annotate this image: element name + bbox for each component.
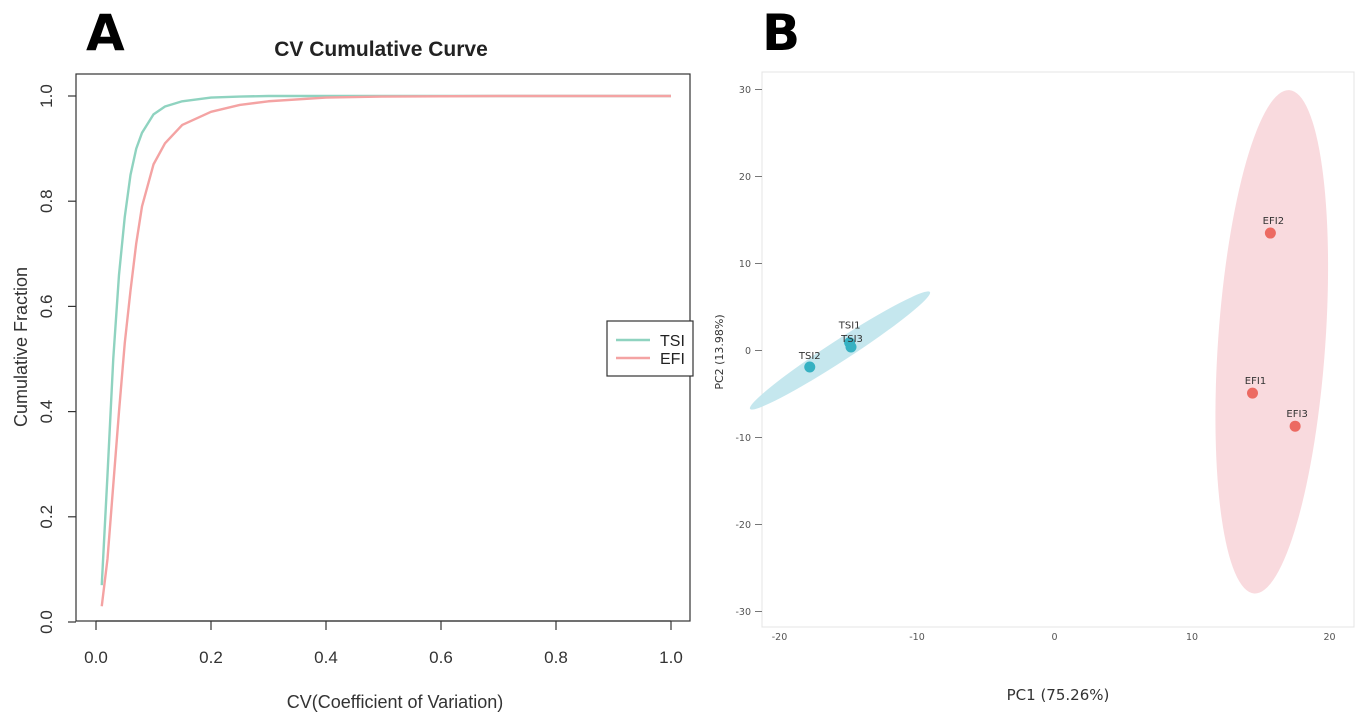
ellipse-tsi xyxy=(749,291,931,410)
chart-a-x-axis: 0.0 0.2 0.4 0.6 0.8 1.0 xyxy=(84,620,683,667)
y-tick-label: 0.4 xyxy=(37,400,56,424)
panel-label-a: A xyxy=(86,4,125,62)
chart-a-x-label: CV(Coefficient of Variation) xyxy=(287,692,503,712)
legend-box xyxy=(606,320,694,377)
y-tick-label: -30 xyxy=(735,607,751,618)
chart-a-y-label: Cumulative Fraction xyxy=(11,267,31,427)
y-tick-label: -20 xyxy=(735,520,751,531)
y-tick-label: 0.8 xyxy=(37,189,56,213)
ellipse-efi xyxy=(1215,90,1329,594)
x-tick-label: 1.0 xyxy=(659,648,683,667)
x-tick-label: 0 xyxy=(1051,632,1057,643)
y-tick-label: 1.0 xyxy=(37,84,56,108)
legend-label-tsi: TSI xyxy=(660,333,685,350)
point-efi1 xyxy=(1247,387,1258,399)
point-efi2 xyxy=(1264,227,1276,239)
y-tick-label: -10 xyxy=(735,433,751,444)
chart-a-legend: TSI EFI xyxy=(606,320,694,377)
panel-label-b: B xyxy=(762,4,801,62)
x-tick-label: 0.8 xyxy=(544,648,568,667)
point-label-efi3: EFI3 xyxy=(1286,409,1307,420)
point-efi3 xyxy=(1289,420,1301,432)
x-tick-label: 0.0 xyxy=(84,648,108,667)
chart-b-y-label: PC2 (13.98%) xyxy=(713,314,726,389)
chart-a-y-axis: 0.0 0.2 0.4 0.6 0.8 1.0 xyxy=(37,84,76,634)
series-line-efi xyxy=(100,94,671,607)
x-tick-label: 10 xyxy=(1186,632,1198,643)
y-tick-label: 20 xyxy=(739,172,751,183)
x-tick-label: 0.2 xyxy=(199,648,223,667)
point-label-tsi3: TSI3 xyxy=(840,334,863,345)
chart-a-series xyxy=(100,94,671,607)
x-tick-label: 0.6 xyxy=(429,648,453,667)
chart-b-ellipses xyxy=(749,90,1329,594)
point-label-efi1: EFI1 xyxy=(1245,376,1266,387)
chart-b-x-axis: -20 -10 0 10 20 xyxy=(772,632,1336,643)
y-tick-label: 0.0 xyxy=(37,610,56,634)
point-label-tsi1: TSI1 xyxy=(838,321,861,332)
point-label-efi2: EFI2 xyxy=(1263,216,1284,227)
y-tick-label: 0.2 xyxy=(37,505,56,529)
x-tick-label: -20 xyxy=(772,632,788,643)
x-tick-label: 20 xyxy=(1323,632,1335,643)
chart-b-points: TSI1 TSI3 TSI2 EFI2 EFI1 EFI3 xyxy=(798,216,1308,432)
legend-label-efi: EFI xyxy=(660,351,685,368)
point-tsi2 xyxy=(804,361,816,373)
chart-b-x-label: PC1 (75.26%) xyxy=(1007,686,1110,704)
y-tick-label: 0 xyxy=(745,346,751,357)
x-tick-label: -10 xyxy=(909,632,925,643)
chart-a-plot-frame xyxy=(75,73,691,622)
y-tick-label: 0.6 xyxy=(37,295,56,319)
cv-cumulative-chart: CV Cumulative Curve 0.0 0.2 0.4 0.6 0.8 1.0 0… xyxy=(11,38,694,712)
series-line-tsi xyxy=(100,94,671,586)
x-tick-label: 0.4 xyxy=(314,648,338,667)
point-label-tsi2: TSI2 xyxy=(798,351,821,362)
chart-a-title: CV Cumulative Curve xyxy=(274,38,488,61)
point-tsi3 xyxy=(845,341,857,353)
y-tick-label: 10 xyxy=(739,259,751,270)
y-tick-label: 30 xyxy=(739,85,751,96)
chart-b-y-axis: 30 20 10 0 -10 -20 -30 xyxy=(735,85,762,618)
